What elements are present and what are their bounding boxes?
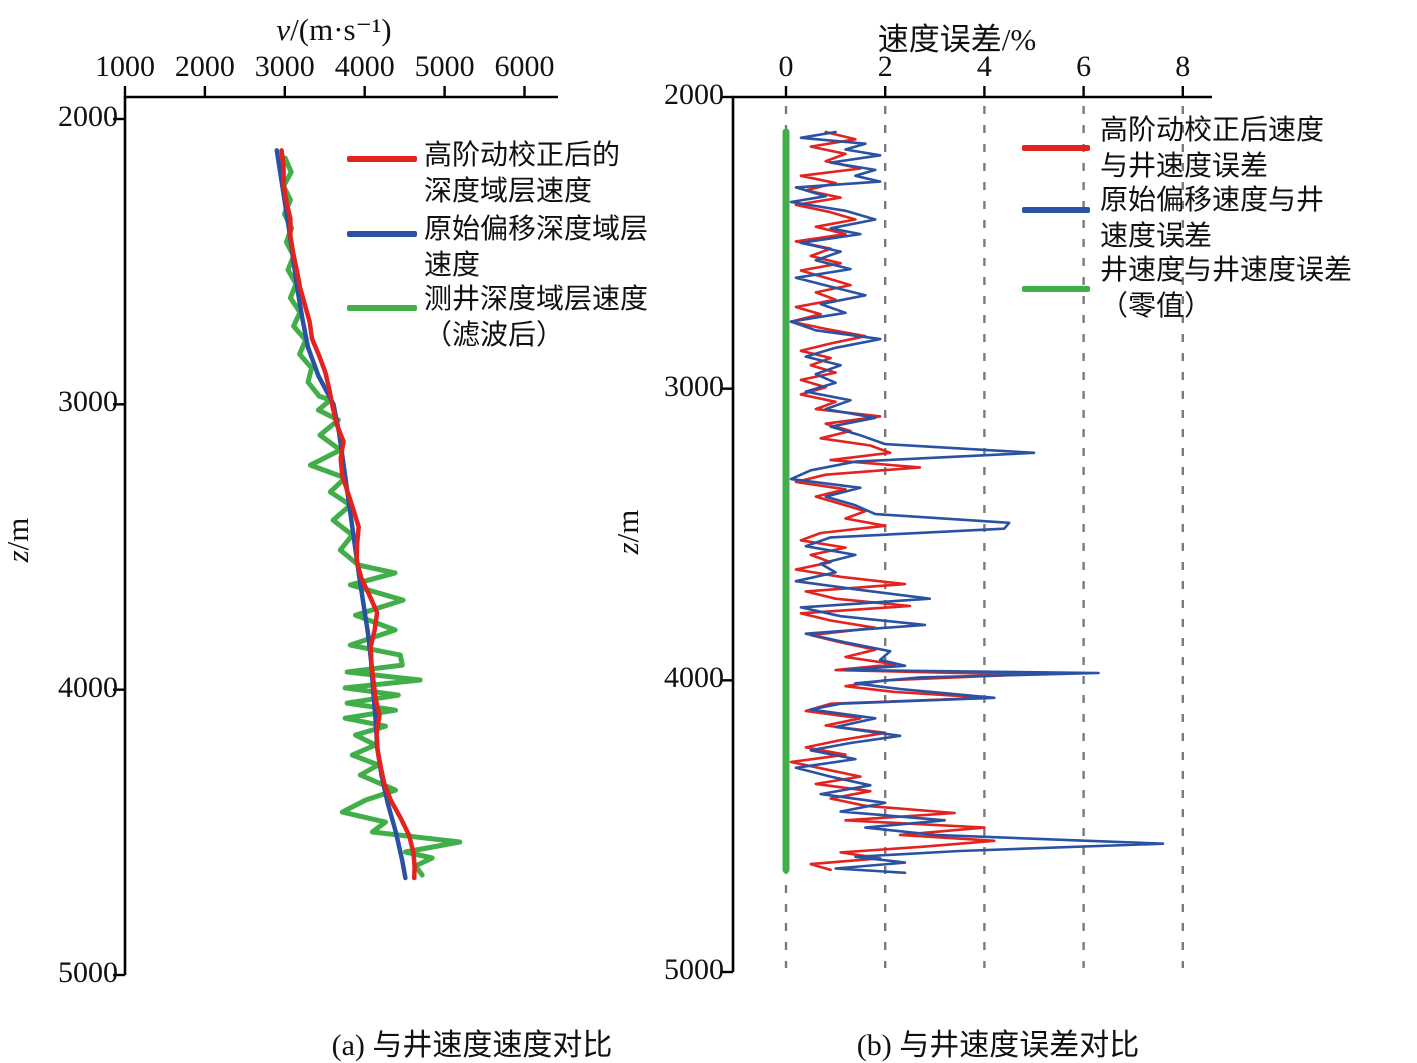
legend-line: 井速度与井速度误差 (1100, 255, 1353, 286)
legend-line: 速度误差 (1100, 221, 1213, 252)
right-x-tick-label: 4 (976, 50, 992, 83)
right-x-tick-label: 6 (1076, 50, 1092, 83)
legend-b-red-label: 高阶动校正后速度 与井速度误差 (1100, 113, 1324, 185)
legend-line: 速度 (424, 250, 481, 281)
legend-a-green-label: 测井深度域层速度 （滤波后） (424, 282, 648, 354)
legend-b-green-label: 井速度与井速度误差 （零值） (1100, 253, 1352, 325)
left-y-axis-title: z/m (0, 518, 36, 563)
right-y-tick-label: 2000 (664, 78, 724, 111)
legend-line: 与井速度误差 (1100, 151, 1269, 182)
left-x-tick-label: 2000 (174, 50, 235, 83)
right-y-axis-title: z/m (610, 510, 646, 555)
legend-a-blue-swatch (347, 231, 417, 237)
right-x-tick-label: 8 (1175, 50, 1191, 83)
error-series-1 (789, 130, 1165, 875)
legend-line: 高阶动校正后速度 (1100, 115, 1325, 146)
caption-panel-b: (b) 与井速度误差对比 (856, 1029, 1140, 1062)
right-y-tick-label: 3000 (664, 369, 724, 403)
legend-line: （滤波后） (424, 320, 565, 351)
legend-line: 深度域层速度 (424, 176, 593, 207)
legend-line: 测井深度域层速度 (424, 284, 649, 315)
y-axis-unit: /m (610, 509, 645, 543)
y-axis-variable: z (610, 542, 645, 555)
legend-b-red-swatch (1022, 145, 1090, 151)
y-axis-unit: /m (0, 517, 35, 551)
left-x-axis-title: v/(m·s⁻¹) (276, 12, 391, 48)
left-x-tick-label: 3000 (254, 50, 315, 83)
legend-a-red-label: 高阶动校正后的 深度域层速度 (424, 138, 620, 210)
left-x-tick-label: 1000 (95, 50, 155, 83)
legend-b-blue-swatch (1022, 207, 1090, 213)
right-x-axis-title: 速度误差/% (877, 22, 1037, 57)
right-x-tick-label: 0 (778, 50, 794, 83)
velocity-series-0 (279, 148, 417, 881)
left-y-tick-label: 3000 (58, 385, 118, 419)
left-x-tick-label: 4000 (334, 50, 395, 83)
left-y-tick-label: 5000 (58, 955, 118, 989)
legend-b-green-swatch (1022, 286, 1090, 292)
left-x-tick-label: 5000 (414, 50, 475, 83)
legend-a-blue-label: 原始偏移深度域层 速度 (424, 212, 648, 284)
left-y-tick-label: 4000 (58, 670, 118, 704)
legend-line: （零值） (1100, 291, 1213, 322)
left-x-tick-label: 6000 (494, 50, 555, 83)
right-x-tick-label: 2 (877, 50, 893, 83)
legend-a-red-swatch (347, 156, 417, 162)
right-y-tick-label: 5000 (664, 953, 724, 986)
caption-panel-a: (a) 与井速度速度对比 (331, 1029, 613, 1062)
legend-a-green-swatch (347, 305, 417, 311)
legend-line: 高阶动校正后的 (424, 140, 621, 171)
x-axis-variable: v (276, 12, 291, 47)
y-axis-variable: z (0, 550, 35, 563)
x-axis-unit: /(m·s⁻¹) (290, 12, 392, 47)
right-y-tick-label: 4000 (664, 661, 724, 695)
error-series-0 (789, 130, 1026, 872)
legend-line: 原始偏移深度域层 (424, 214, 649, 245)
left-y-tick-label: 2000 (58, 100, 118, 133)
velocity-series-2 (281, 155, 463, 878)
legend-line: 原始偏移速度与井 (1100, 185, 1325, 216)
legend-b-blue-label: 原始偏移速度与井 速度误差 (1100, 183, 1324, 255)
